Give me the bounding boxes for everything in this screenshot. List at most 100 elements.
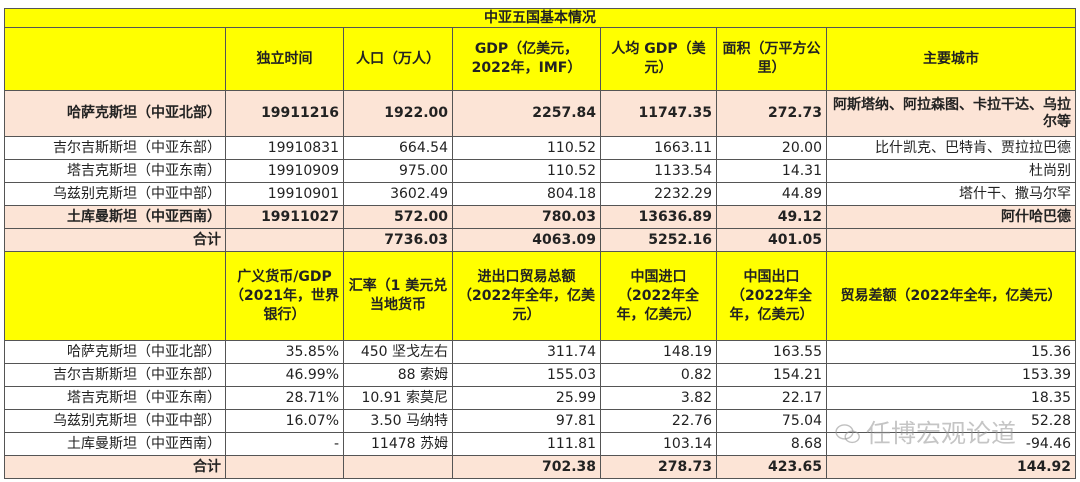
country-cell: 塔吉克斯坦（中亚东南）	[4, 159, 226, 183]
table-row: 乌兹别克斯坦（中亚中部） 19910901 3602.49 804.18 2232.29…	[4, 182, 1077, 206]
fx-cell: 11478 苏姆	[343, 432, 453, 456]
table-title: 中亚五国基本情况	[3, 8, 1077, 28]
china_import-cell: 22.76	[600, 409, 717, 433]
header-row: 广义货币/GDP（2021年，世界银行） 汇率（1 美元兑当地货币 进出口贸易总额（…	[4, 251, 1077, 341]
china_import-cell: 0.82	[600, 363, 717, 387]
cities-cell: 比什凯克、巴特肯、贾拉拉巴德	[825, 136, 1077, 160]
country-cell: 哈萨克斯坦（中亚北部）	[4, 340, 226, 364]
population-cell: 3602.49	[343, 182, 453, 206]
total-trade_total-cell: 702.38	[452, 455, 601, 479]
total-fx-cell	[343, 455, 453, 479]
column-header: 广义货币/GDP（2021年，世界银行）	[225, 251, 344, 341]
country-cell: 土库曼斯坦（中亚西南）	[4, 432, 226, 456]
independence-cell: 19910831	[225, 136, 344, 160]
title-row: 中亚五国基本情况	[3, 8, 1077, 28]
m2_gdp-cell: 16.07%	[225, 409, 344, 433]
total-row: 合计 7736.03 4063.09 5252.16 401.05	[4, 228, 1077, 252]
balance-cell: 52.28	[825, 409, 1077, 433]
table-row: 塔吉克斯坦（中亚东南） 28.71% 10.91 索莫尼 25.99 3.82 22.17…	[4, 386, 1077, 410]
country-cell: 乌兹别克斯坦（中亚中部）	[4, 182, 226, 206]
column-header: 人口（万人）	[343, 27, 453, 91]
china_export-cell: 75.04	[716, 409, 827, 433]
cities-cell: 塔什干、撒马尔罕	[825, 182, 1077, 206]
trade_total-cell: 25.99	[452, 386, 601, 410]
cities-cell: 阿什哈巴德	[825, 205, 1077, 229]
total-china_export-cell: 423.65	[716, 455, 827, 479]
total-label-cell: 合计	[4, 228, 226, 252]
balance-cell: 18.35	[825, 386, 1077, 410]
china_export-cell: 22.17	[716, 386, 827, 410]
table-row: 乌兹别克斯坦（中亚中部） 16.07% 3.50 马纳特 97.81 22.76 75.0…	[4, 409, 1077, 433]
total-label-cell: 合计	[4, 455, 226, 479]
population-cell: 975.00	[343, 159, 453, 183]
country-cell: 吉尔吉斯斯坦（中亚东部）	[4, 363, 226, 387]
m2_gdp-cell: -	[225, 432, 344, 456]
total-balance-cell: 144.92	[825, 455, 1077, 479]
table-row: 塔吉克斯坦（中亚东南） 19910909 975.00 110.52 1133.54 14…	[4, 159, 1077, 183]
country-cell: 哈萨克斯坦（中亚北部）	[4, 90, 226, 137]
total-gdp_per_capita-cell: 5252.16	[600, 228, 717, 252]
column-header: 贸易差额（2022年全年，亿美元）	[825, 251, 1077, 341]
central-asia-table: 中亚五国基本情况 独立时间 人口（万人） GDP（亿美元，2022年，IMF） 人均 …	[3, 8, 1077, 479]
gdp-cell: 110.52	[452, 136, 601, 160]
column-header: 中国进口（2022年全年，亿美元）	[600, 251, 717, 341]
total-gdp-cell: 4063.09	[452, 228, 601, 252]
area-cell: 14.31	[716, 159, 827, 183]
country-cell: 塔吉克斯坦（中亚东南）	[4, 386, 226, 410]
table-row: 吉尔吉斯斯坦（中亚东部） 46.99% 88 索姆 155.03 0.82 154.21 1…	[4, 363, 1077, 387]
independence-cell: 19911216	[225, 90, 344, 137]
table-row: 哈萨克斯坦（中亚北部） 35.85% 450 坚戈左右 311.74 148.19 163…	[4, 340, 1077, 364]
balance-cell: -94.46	[825, 432, 1077, 456]
country-cell: 土库曼斯坦（中亚西南）	[4, 205, 226, 229]
cities-cell: 阿斯塔纳、阿拉森图、卡拉干达、乌拉尔等	[825, 90, 1077, 137]
balance-cell: 153.39	[825, 363, 1077, 387]
gdp_per_capita-cell: 1663.11	[600, 136, 717, 160]
country-cell: 乌兹别克斯坦（中亚中部）	[4, 409, 226, 433]
country-cell: 吉尔吉斯斯坦（中亚东部）	[4, 136, 226, 160]
china_export-cell: 163.55	[716, 340, 827, 364]
trade_total-cell: 111.81	[452, 432, 601, 456]
china_export-cell: 154.21	[716, 363, 827, 387]
independence-cell: 19910909	[225, 159, 344, 183]
column-header: 进出口贸易总额（2022年全年，亿美元）	[452, 251, 601, 341]
area-cell: 272.73	[716, 90, 827, 137]
column-header: 汇率（1 美元兑当地货币	[343, 251, 453, 341]
m2_gdp-cell: 35.85%	[225, 340, 344, 364]
column-header	[4, 27, 226, 91]
table-row: 哈萨克斯坦（中亚北部） 19911216 1922.00 2257.84 11747.3…	[4, 90, 1077, 137]
gdp_per_capita-cell: 13636.89	[600, 205, 717, 229]
gdp_per_capita-cell: 11747.35	[600, 90, 717, 137]
table-row: 土库曼斯坦（中亚西南） -11478 苏姆 111.81 103.14 8.68 -94.…	[4, 432, 1077, 456]
trade_total-cell: 97.81	[452, 409, 601, 433]
table-row: 土库曼斯坦（中亚西南） 19911027 572.00 780.03 13636.89 4…	[4, 205, 1077, 229]
m2_gdp-cell: 46.99%	[225, 363, 344, 387]
gdp_per_capita-cell: 2232.29	[600, 182, 717, 206]
population-cell: 664.54	[343, 136, 453, 160]
table-row: 吉尔吉斯斯坦（中亚东部） 19910831 664.54 110.52 1663.11 2…	[4, 136, 1077, 160]
trade_total-cell: 311.74	[452, 340, 601, 364]
area-cell: 20.00	[716, 136, 827, 160]
column-header: 独立时间	[225, 27, 344, 91]
china_import-cell: 103.14	[600, 432, 717, 456]
china_import-cell: 3.82	[600, 386, 717, 410]
gdp-cell: 2257.84	[452, 90, 601, 137]
column-header: 人均 GDP（美元）	[600, 27, 717, 91]
balance-cell: 15.36	[825, 340, 1077, 364]
trade_total-cell: 155.03	[452, 363, 601, 387]
gdp-cell: 780.03	[452, 205, 601, 229]
total-row: 合计 702.38 278.73 423.65 144.92	[4, 455, 1077, 479]
total-independence-cell	[225, 228, 344, 252]
fx-cell: 88 索姆	[343, 363, 453, 387]
total-china_import-cell: 278.73	[600, 455, 717, 479]
total-population-cell: 7736.03	[343, 228, 453, 252]
column-header: 面积（万平方公里）	[716, 27, 827, 91]
independence-cell: 19911027	[225, 205, 344, 229]
fx-cell: 3.50 马纳特	[343, 409, 453, 433]
header-row: 独立时间 人口（万人） GDP（亿美元，2022年，IMF） 人均 GDP（美元） 面积…	[4, 27, 1077, 91]
cities-cell: 杜尚别	[825, 159, 1077, 183]
population-cell: 572.00	[343, 205, 453, 229]
china_import-cell: 148.19	[600, 340, 717, 364]
column-header: GDP（亿美元，2022年，IMF）	[452, 27, 601, 91]
gdp-cell: 110.52	[452, 159, 601, 183]
total-area-cell: 401.05	[716, 228, 827, 252]
